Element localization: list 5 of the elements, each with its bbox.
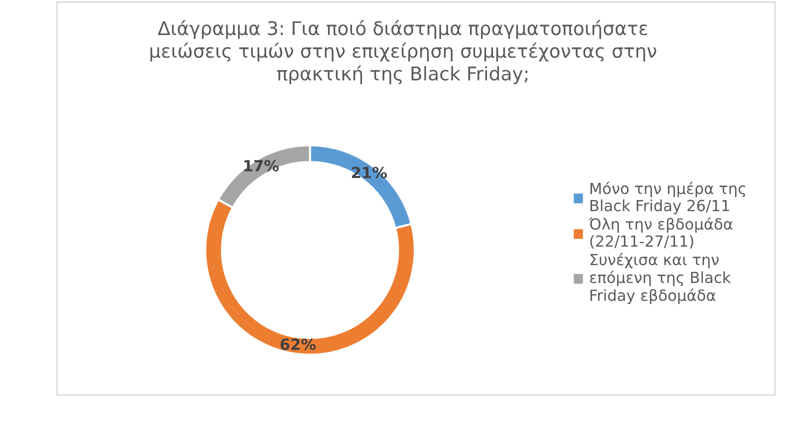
chart-title: Διάγραμμα 3: Για ποιό διάστημα πραγματοποιήσατε μειώσεις τιμών στην επιχείρηση συμμετέχοντας στην πρακτική της Black Friday; [150, 20, 656, 84]
legend-label: Μόνο την ημέρα της Black Friday 26/11 [590, 182, 746, 214]
legend-label: Όλη την εβδομάδα (22/11-27/11) [588, 217, 732, 249]
data-label: 62% [280, 338, 316, 350]
legend-label: Συνέχισα και την επόμενη της Black Friday εβδομάδα [590, 252, 731, 304]
